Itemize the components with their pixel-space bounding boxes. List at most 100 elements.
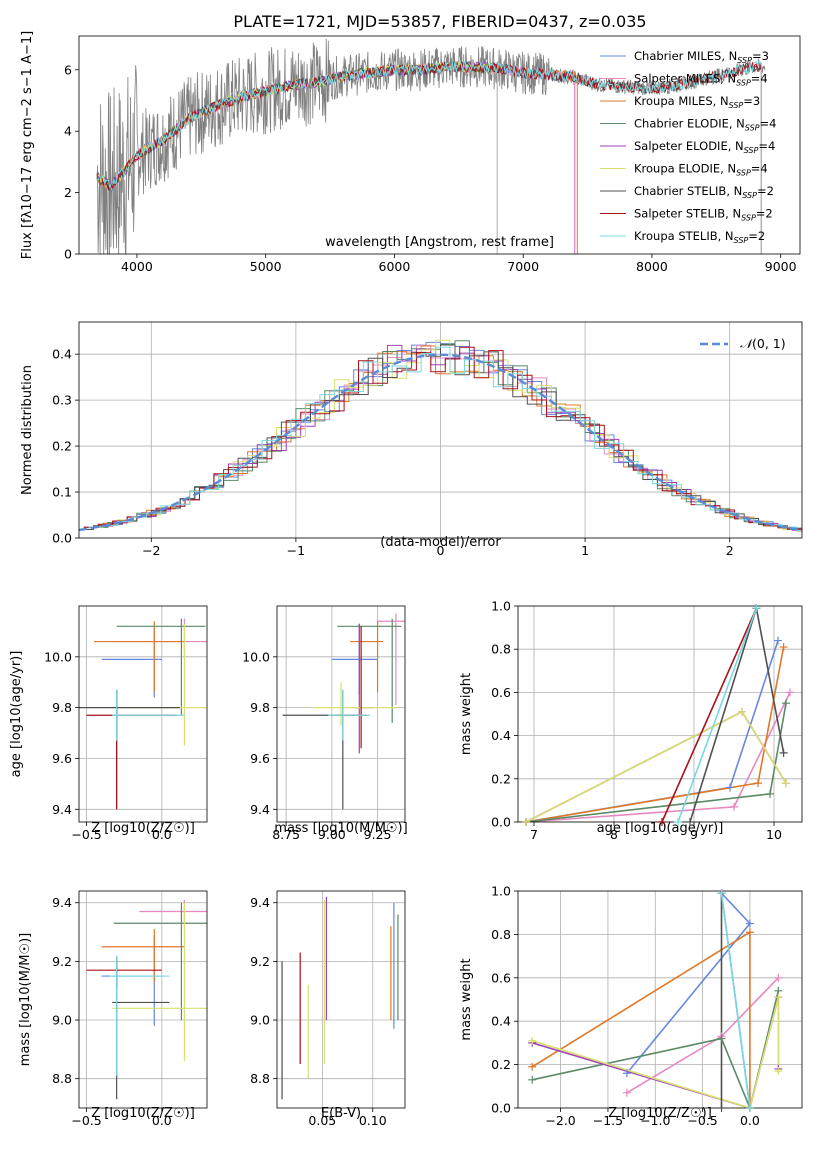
y-axis-label: mass weight: [459, 673, 474, 755]
panel-weight-vs-age: 7 8 9 10 0.0 0.2 0.4 0.6 0.8 1.0 age [log10(age/yr…: [459, 599, 803, 842]
weight-marker: [528, 1062, 537, 1071]
axes-frame: [517, 605, 803, 823]
y-tick-label: 10.0: [242, 649, 270, 664]
panel-residuals: −2 −1 0 1 2 0.0 0.1 0.2 0.3 0.4 (data-model)/error…: [20, 321, 803, 558]
weight-marker: [622, 1088, 631, 1097]
model-spectrum: [96, 61, 498, 254]
y-axis-label: Flux [fλ10−17 erg cm−2 s−1 A−1]: [20, 31, 35, 259]
residual-legend: 𝒩(0, 1): [700, 336, 786, 351]
panel-age-vs-mass: 8.75 9.00 9.25 9.4 9.6 9.8 10.0 mass [log10(M/M…: [242, 605, 408, 842]
axes-frame: [78, 890, 208, 1109]
legend-entry: Chabrier MILES, NSSP=3: [634, 49, 769, 65]
legend-entry: Salpeter ELODIE, NSSP=4: [634, 139, 775, 155]
weight-marker: [717, 889, 726, 898]
weight-marker: [745, 1104, 754, 1112]
x-tick-label: 9: [690, 827, 698, 842]
legend-entry: Kroupa MILES, NSSP=3: [634, 94, 760, 110]
y-tick-label: 0.8: [491, 927, 511, 942]
x-tick-label: 8: [610, 827, 618, 842]
x-tick-label: 7: [530, 827, 538, 842]
legend-entry: Salpeter STELIB, NSSP=2: [634, 207, 773, 223]
y-tick-label: 9.0: [52, 1013, 72, 1028]
weight-marker: [745, 919, 754, 928]
plot-area: [518, 606, 802, 822]
weight-marker: [754, 779, 762, 788]
residual-histogram: [88, 346, 802, 531]
y-tick-label: 8.8: [52, 1071, 72, 1086]
x-axis-label: (data-model)/error: [380, 535, 501, 550]
plot-area: [277, 891, 405, 1108]
normal-curve: [79, 353, 802, 532]
x-tick-label: 8.75: [272, 827, 300, 842]
x-tick-label: 9.25: [364, 827, 392, 842]
plot-area: [277, 606, 405, 822]
y-tick-label: 0.2: [491, 1057, 511, 1072]
x-tick-label: 4000: [121, 259, 153, 274]
weight-marker: [674, 818, 682, 826]
x-axis-label: mass [log10(M/M☉)]: [274, 821, 407, 836]
figure-title: PLATE=1721, MJD=53857, FIBERID=0437, z=0…: [233, 12, 646, 31]
weight-line: [525, 710, 787, 822]
y-tick-label: 0.4: [491, 728, 511, 743]
y-tick-label: 0.0: [491, 1101, 511, 1116]
y-tick-label: 9.0: [250, 1013, 270, 1028]
x-tick-label: 9.00: [318, 827, 346, 842]
y-tick-label: 9.2: [250, 954, 270, 969]
x-tick-label: 0.0: [740, 1113, 760, 1128]
legend-entry: Chabrier ELODIE, NSSP=4: [634, 117, 776, 133]
panel-spectrum: 4000 5000 6000 7000 8000 9000 0 2 4 6 wavelength […: [20, 31, 801, 274]
weight-marker: [730, 802, 738, 811]
weight-marker: [774, 636, 782, 645]
y-axis-label: Normed distribution: [20, 365, 35, 495]
panel-mass-vs-EBV: 0.05 0.10 8.8 9.0 9.2 9.4 E(B-V): [250, 890, 406, 1128]
y-tick-label: 1.0: [491, 599, 511, 614]
weight-marker: [686, 818, 694, 826]
axes-frame: [78, 35, 801, 255]
y-axis-label: age [log10(age/yr)]: [9, 651, 24, 778]
weight-marker: [738, 707, 746, 716]
x-tick-label: 2: [726, 543, 734, 558]
y-tick-label: 9.6: [52, 751, 72, 766]
y-tick-label: 0.4: [52, 347, 72, 362]
legend-entry: Chabrier STELIB, NSSP=2: [634, 184, 774, 200]
y-tick-label: 4: [64, 124, 72, 139]
x-tick-label: −0.5: [687, 1113, 717, 1128]
y-tick-label: 9.4: [52, 802, 72, 817]
legend-entry: Kroupa STELIB, NSSP=2: [634, 229, 765, 245]
x-tick-label: 0: [437, 543, 445, 558]
x-tick-label: 8000: [636, 259, 668, 274]
x-axis-label: Z [log10(Z/Z☉)]: [91, 821, 195, 836]
y-tick-label: 9.8: [52, 700, 72, 715]
y-tick-label: 9.4: [250, 802, 270, 817]
panel-weight-vs-Z: −2.0 −1.5 −1.0 −0.5 0.0 0.0 0.2 0.4 0.6 0.8 1.0 Z […: [459, 884, 803, 1128]
x-tick-label: −2: [142, 543, 160, 558]
x-tick-label: 5000: [250, 259, 282, 274]
weight-marker: [528, 1036, 537, 1045]
x-tick-label: 0.05: [308, 1113, 336, 1128]
weight-marker: [658, 818, 666, 826]
axes-frame: [78, 321, 803, 539]
x-tick-label: −0.5: [71, 827, 101, 842]
spectrum-legend: Chabrier MILES, NSSP=3 Salpeter MILES, NS…: [600, 49, 776, 245]
x-tick-label: −1.5: [593, 1113, 623, 1128]
weight-marker: [779, 643, 788, 652]
weight-marker: [774, 973, 783, 982]
weight-marker: [745, 928, 754, 937]
x-axis-label: Z [log10(Z/Z☉)]: [91, 1106, 195, 1121]
plot-area: [79, 606, 207, 822]
residual-histogram: [79, 344, 802, 530]
x-tick-label: −2.0: [545, 1113, 575, 1128]
x-tick-label: 7000: [507, 259, 539, 274]
weight-marker: [717, 1104, 726, 1112]
weight-marker: [782, 779, 790, 788]
y-tick-label: 9.8: [250, 700, 270, 715]
y-axis-label: mass weight: [459, 958, 474, 1040]
weight-marker: [726, 783, 734, 792]
x-tick-label: −0.5: [71, 1113, 101, 1128]
weight-line: [531, 997, 780, 1108]
y-tick-label: 0.2: [491, 771, 511, 786]
x-tick-label: 1: [581, 543, 589, 558]
x-axis-label: age [log10(age/yr)]: [597, 821, 724, 836]
weight-line: [531, 930, 751, 1108]
